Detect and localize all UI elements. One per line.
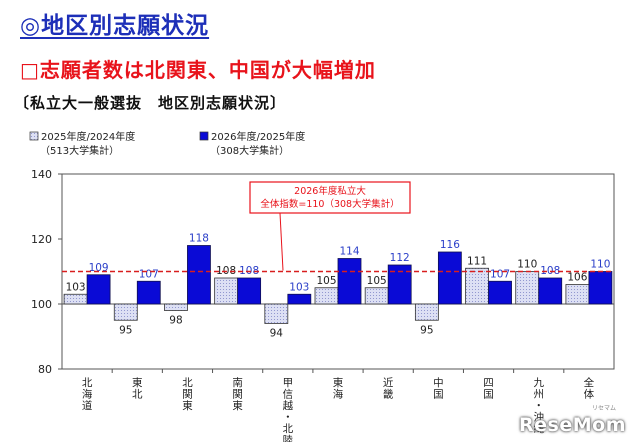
page-title: ◎地区別志願状況 (20, 13, 210, 39)
bar-2025 (565, 284, 590, 305)
bar-2025 (414, 303, 439, 321)
bar-2026 (437, 251, 462, 305)
category-label: 道 (82, 399, 93, 412)
value-label-2026: 103 (289, 281, 309, 293)
category-label: 海 (82, 388, 93, 401)
annotation-text: 全体指数=110（308大学集計） (260, 198, 399, 210)
category-label: 関 (232, 389, 243, 401)
bar-2025 (515, 271, 540, 305)
category-label: 国 (433, 389, 444, 401)
category-label: 信 (283, 389, 294, 401)
category-label: 国 (483, 389, 494, 401)
category-label: 沖 (533, 411, 544, 424)
chart-subtitle: 〔私立大一般選抜 地区別志願状況〕 (14, 94, 287, 112)
value-label-2025: 103 (66, 281, 86, 293)
value-label-2026: 107 (139, 268, 159, 280)
annotation-text: 2026年度私立大 (294, 185, 366, 197)
value-label-2026: 118 (189, 233, 209, 245)
category-label: 海 (333, 388, 344, 401)
bar-2025 (63, 293, 88, 305)
value-label-2026: 114 (339, 246, 359, 258)
bar-2026 (337, 258, 362, 305)
category-label: 東 (232, 399, 243, 412)
value-label-2025: 95 (119, 324, 132, 336)
value-label-2025: 94 (270, 328, 284, 340)
bar-2026 (237, 277, 262, 305)
y-tick-label: 80 (38, 363, 52, 376)
bar-2025 (465, 267, 489, 305)
category-label: 東 (132, 376, 143, 389)
legend-note-2026: （308大学集計） (210, 144, 289, 157)
value-label-2025: 105 (367, 275, 387, 287)
value-label-2025: 95 (420, 324, 433, 336)
category-label: 縄 (533, 422, 544, 435)
category-label: 九 (533, 377, 544, 389)
value-label-2026: 116 (440, 239, 460, 251)
bar-2026 (287, 293, 312, 305)
value-label-2026: 107 (490, 268, 510, 280)
category-label: 畿 (383, 388, 394, 401)
category-label: 四 (483, 377, 494, 389)
bar-2026 (538, 277, 563, 305)
category-label: 北 (283, 423, 294, 435)
value-label-2026: 110 (590, 259, 610, 271)
y-tick-label: 140 (31, 168, 52, 181)
category-label: 関 (182, 389, 193, 401)
bar-2025 (214, 277, 239, 305)
category-label: 東 (182, 399, 193, 412)
legend-note-2025: （513大学集計） (40, 144, 119, 157)
category-label: 近 (383, 376, 394, 389)
bar-2026 (488, 280, 512, 305)
category-label: 北 (132, 389, 143, 401)
value-label-2025: 98 (169, 315, 182, 327)
category-label: 東 (333, 376, 344, 389)
category-label: 州 (533, 389, 544, 401)
bar-2026 (187, 245, 211, 305)
category-label: 中 (433, 376, 444, 389)
category-label: 北 (182, 377, 193, 389)
value-label-2025: 111 (467, 255, 487, 267)
bar-2026 (387, 264, 412, 305)
category-label: 全 (584, 376, 595, 389)
category-label: 陸 (283, 434, 294, 442)
watermark-caption: リセマム (591, 405, 616, 412)
category-label: 甲 (283, 377, 294, 389)
headline: □志願者数は北関東、中国が大幅増加 (20, 58, 376, 82)
bar-2025 (314, 287, 339, 305)
bar-2025 (364, 287, 389, 305)
bar-2025 (113, 303, 138, 321)
bar-2026 (136, 280, 161, 305)
y-tick-label: 100 (31, 298, 52, 311)
annotation-box (249, 181, 411, 214)
bar-2025 (164, 303, 188, 311)
bar-2026 (588, 271, 613, 305)
annotation-pointer (279, 212, 284, 271)
category-label: ・ (533, 400, 544, 412)
bar-2025 (264, 303, 289, 324)
legend-label-2026: 2026年度/2025年度 (211, 130, 305, 143)
watermark-logo: ReseMom (519, 414, 626, 436)
category-label: ・ (283, 412, 294, 424)
value-label-2025: 110 (517, 259, 537, 271)
value-label-2025: 106 (567, 272, 587, 284)
category-label: 越 (283, 399, 294, 412)
category-label: 体 (584, 389, 595, 401)
value-label-2025: 105 (316, 275, 336, 287)
value-label-2026: 112 (390, 252, 410, 264)
category-label: 北 (82, 377, 93, 389)
category-label: 南 (232, 376, 243, 389)
legend-swatch-2026 (199, 131, 209, 141)
y-tick-label: 120 (31, 233, 52, 246)
legend-swatch-2025 (29, 131, 39, 141)
bar-2026 (86, 274, 111, 305)
legend-label-2025: 2025年度/2024年度 (41, 130, 135, 143)
